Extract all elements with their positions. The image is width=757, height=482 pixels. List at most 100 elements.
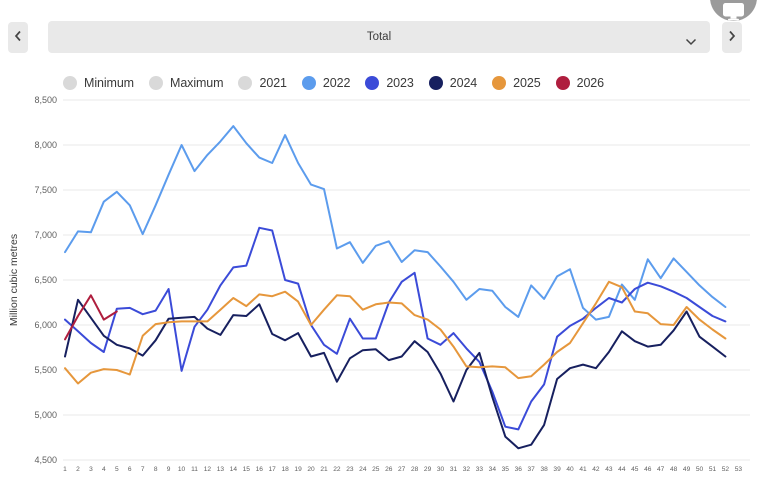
legend-label: 2026 <box>576 76 605 90</box>
x-axis-tick-label: 45 <box>631 466 639 473</box>
legend-swatch-icon <box>555 76 570 90</box>
x-axis-tick-label: 33 <box>476 466 484 473</box>
x-axis-tick-label: 11 <box>191 466 198 473</box>
y-axis-tick-label: 6,000 <box>34 320 57 330</box>
x-axis-tick-label: 14 <box>230 466 238 473</box>
legend-label: Minimum <box>84 76 134 90</box>
legend-item-maximum[interactable]: Maximum <box>149 76 224 90</box>
x-axis-tick-label: 34 <box>489 466 497 473</box>
previous-button[interactable] <box>8 22 28 53</box>
x-axis-tick-label: 47 <box>657 466 665 473</box>
legend-swatch-icon <box>301 76 316 90</box>
x-axis-tick-label: 41 <box>579 466 587 473</box>
x-axis-tick-label: 27 <box>398 466 406 473</box>
x-axis-tick-label: 44 <box>618 466 626 473</box>
legend-swatch-icon <box>428 76 443 90</box>
screen-share-button[interactable] <box>710 0 757 21</box>
x-axis-tick-label: 43 <box>605 466 613 473</box>
x-axis-tick-label: 52 <box>722 466 730 473</box>
x-axis-tick-label: 39 <box>553 466 561 473</box>
chevron-left-icon <box>14 30 22 45</box>
x-axis-tick-label: 31 <box>450 466 458 473</box>
series-line-2024 <box>64 298 727 450</box>
x-axis-tick-label: 46 <box>644 466 652 473</box>
series-line-2023 <box>64 226 727 431</box>
chevron-down-icon <box>685 33 697 51</box>
y-axis-tick-label: 5,500 <box>34 365 57 375</box>
x-axis-tick-label: 22 <box>333 466 341 473</box>
legend-item-2025[interactable]: 2025 <box>492 76 541 90</box>
dataset-selector-value: Total <box>366 31 392 43</box>
x-axis-tick-label: 48 <box>670 466 678 473</box>
x-axis-tick-label: 1 <box>63 466 67 473</box>
series-line-2026 <box>64 294 118 341</box>
y-axis-tick-label: 8,000 <box>34 140 57 150</box>
x-axis-tick-label: 15 <box>243 466 251 473</box>
x-axis-tick-label: 36 <box>515 466 523 473</box>
x-axis-tick-label: 19 <box>294 466 302 473</box>
y-axis-tick-label: 5,000 <box>34 410 57 420</box>
legend-label: 2024 <box>449 76 478 90</box>
legend-label: 2025 <box>513 76 541 90</box>
x-axis-tick-label: 51 <box>709 466 717 473</box>
x-axis-tick-label: 5 <box>115 466 119 473</box>
x-axis-tick-label: 4 <box>102 466 106 473</box>
x-axis-tick-label: 35 <box>502 466 510 473</box>
x-axis-tick-label: 12 <box>204 466 212 473</box>
legend-swatch-icon <box>63 76 77 90</box>
y-axis-tick-label: 7,000 <box>34 230 57 240</box>
x-axis-tick-label: 50 <box>696 466 704 473</box>
legend-item-minimum[interactable]: Minimum <box>63 76 134 90</box>
x-axis-tick-label: 28 <box>411 466 419 473</box>
x-axis-tick-label: 30 <box>437 466 445 473</box>
y-axis-tick-label: 4,500 <box>34 455 57 465</box>
legend-label: 2022 <box>322 76 351 90</box>
x-axis-tick-label: 49 <box>683 466 691 473</box>
x-axis-tick-label: 20 <box>307 466 315 473</box>
series-line-2025 <box>64 280 727 385</box>
chevron-right-icon <box>728 30 736 45</box>
legend-item-2026[interactable]: 2026 <box>555 76 605 90</box>
x-axis-tick-label: 18 <box>281 466 289 473</box>
legend-item-2023[interactable]: 2023 <box>365 76 414 90</box>
x-axis-tick-label: 2 <box>76 466 80 473</box>
x-axis-tick-label: 25 <box>372 466 380 473</box>
x-axis-tick-label: 6 <box>128 466 132 473</box>
x-axis-tick-label: 21 <box>320 466 328 473</box>
legend-swatch-icon <box>492 76 507 90</box>
x-axis-tick-label: 16 <box>256 466 264 473</box>
legend-item-2021[interactable]: 2021 <box>238 76 287 90</box>
x-axis-tick-label: 26 <box>385 466 393 473</box>
legend-label: Maximum <box>170 76 224 90</box>
x-axis-tick-label: 9 <box>167 466 171 473</box>
legend-label: 2023 <box>386 76 414 90</box>
y-axis-title: Million cubic metres <box>8 234 20 326</box>
x-axis-tick-label: 42 <box>592 466 600 473</box>
legend-swatch-icon <box>365 76 380 90</box>
x-axis-tick-label: 13 <box>217 466 225 473</box>
legend-swatch-icon <box>238 76 253 90</box>
x-axis-tick-label: 53 <box>735 466 743 473</box>
x-axis-tick-label: 10 <box>178 466 186 473</box>
legend-item-2024[interactable]: 2024 <box>428 76 478 90</box>
x-axis-tick-label: 29 <box>424 466 432 473</box>
legend-swatch-icon <box>149 76 163 90</box>
x-axis-tick-label: 32 <box>463 466 471 473</box>
x-axis-tick-label: 24 <box>359 466 367 473</box>
next-button[interactable] <box>722 22 742 53</box>
x-axis-tick-label: 17 <box>269 466 277 473</box>
y-axis-tick-label: 8,500 <box>34 95 57 105</box>
x-axis-tick-label: 37 <box>528 466 536 473</box>
chart-legend: Minimum Maximum 2021 2022 2023 2024 2025 2026 <box>63 76 604 90</box>
y-axis-tick-label: 7,500 <box>34 185 57 195</box>
dataset-selector-dropdown[interactable]: Total <box>48 21 710 53</box>
x-axis-tick-label: 23 <box>346 466 354 473</box>
legend-label: 2021 <box>259 76 287 90</box>
legend-item-2022[interactable]: 2022 <box>301 76 351 90</box>
x-axis-tick-label: 7 <box>141 466 145 473</box>
x-axis-tick-label: 40 <box>566 466 574 473</box>
y-axis-tick-label: 6,500 <box>34 275 57 285</box>
x-axis-tick-label: 38 <box>540 466 548 473</box>
x-axis-tick-label: 8 <box>154 466 158 473</box>
